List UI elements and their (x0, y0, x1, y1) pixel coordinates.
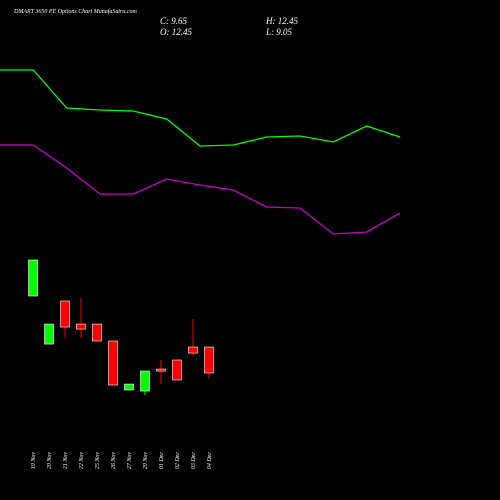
x-tick-label: 01 Dec (159, 452, 165, 469)
candle-body (28, 259, 38, 297)
close-label: C: 9.65 (160, 16, 188, 26)
candle-body (204, 346, 214, 374)
candle-body (60, 300, 70, 328)
x-tick-label: 27 Nov (127, 452, 133, 470)
x-tick-label: 22 Nov (79, 452, 85, 470)
open-label: O: 12.45 (160, 27, 192, 37)
candle-body (156, 368, 166, 372)
x-tick-label: 25 Nov (95, 452, 101, 470)
x-tick-label: 03 Dec (191, 452, 197, 469)
high-label: H: 12.45 (265, 16, 298, 26)
candle-body (44, 323, 54, 345)
candle-body (140, 370, 150, 392)
x-tick-label: 04 Dec (206, 452, 213, 469)
candle-body (172, 359, 182, 381)
candle-body (124, 383, 134, 391)
x-tick-label: 21 Nov (63, 452, 69, 470)
x-tick-label: 20 Nov (47, 452, 53, 470)
x-tick-label: 19 Nov (31, 452, 37, 470)
x-tick-label: 29 Nov (143, 452, 149, 470)
indicator-line (0, 144, 401, 235)
x-tick-label: 02 Dec (175, 452, 181, 469)
candle-body (188, 346, 198, 354)
indicator-line (0, 69, 401, 147)
candle-body (108, 340, 118, 386)
candle-body (92, 323, 102, 342)
candle-body (76, 323, 86, 330)
low-label: L: 9.05 (265, 27, 293, 37)
chart-title: DMART 3650 PE Options Chart MunafaSutra.… (13, 8, 138, 15)
x-tick-label: 26 Nov (111, 452, 117, 470)
